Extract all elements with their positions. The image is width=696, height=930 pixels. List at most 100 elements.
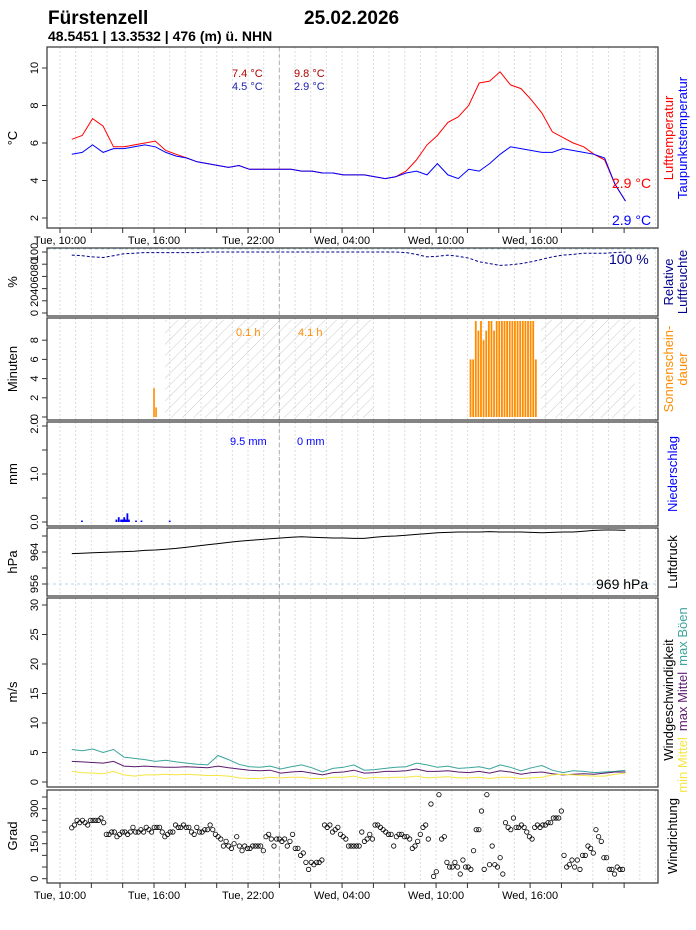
direction-point — [71, 822, 78, 828]
direction-point — [258, 843, 264, 849]
direction-point — [231, 841, 237, 847]
humidity-current-label: 100 % — [609, 251, 649, 267]
x-tick-label: Tue, 22:00 — [222, 890, 274, 902]
sun-curr-note: 4.1 h — [298, 327, 322, 339]
gust-line — [71, 748, 626, 774]
direction-point — [431, 873, 437, 879]
direction-point — [327, 822, 333, 828]
direction-point — [588, 845, 594, 851]
y-tick-label: 2.0 — [29, 418, 41, 433]
direction-point — [489, 843, 495, 849]
precip-bar — [168, 520, 171, 522]
sunshine-bar — [527, 321, 529, 417]
direction-point — [244, 845, 250, 851]
direction-point — [550, 815, 556, 821]
direction-point — [553, 815, 559, 821]
direction-point — [446, 864, 453, 870]
direction-point — [284, 843, 290, 849]
direction-point — [170, 829, 176, 835]
y-tick-label: 2 — [29, 395, 41, 401]
direction-point — [85, 822, 91, 828]
sunshine-bar — [477, 330, 480, 417]
direction-point — [228, 845, 235, 851]
direction-point — [372, 822, 378, 828]
sunshine-bar — [521, 321, 524, 417]
sunshine-bar — [495, 321, 498, 417]
direction-point — [250, 843, 256, 849]
direction-point — [345, 843, 352, 849]
x-tick-label: Wed, 04:00 — [314, 235, 370, 247]
precip-bar — [124, 519, 127, 522]
direction-point — [204, 827, 211, 833]
direction-point — [415, 838, 421, 844]
sunshine-bar — [480, 321, 482, 417]
direction-point — [295, 845, 301, 851]
y-tick-label: 60 — [29, 270, 41, 282]
direction-point — [140, 829, 147, 835]
direction-point — [290, 831, 296, 837]
y-tick-label: 956 — [29, 575, 41, 593]
direction-point — [348, 843, 354, 849]
sunshine-bar — [493, 330, 495, 417]
direction-point — [109, 829, 115, 835]
panel-frame-sun — [46, 317, 659, 421]
y-tick-label: 8 — [29, 337, 41, 343]
sunshine-bar — [506, 321, 509, 417]
panel-frame-dir — [46, 789, 659, 884]
station-title: Fürstenzell — [48, 8, 148, 29]
wind-ylabel: m/s — [5, 681, 20, 702]
sunshine-bar — [516, 321, 519, 417]
direction-point — [90, 817, 96, 823]
direction-point — [417, 831, 423, 837]
direction-point — [127, 829, 133, 835]
y-tick-label: 1.0 — [29, 466, 41, 481]
sun-ylabel: Minuten — [5, 346, 20, 392]
direction-point — [508, 827, 514, 833]
sunshine-bar — [501, 321, 503, 417]
direction-point — [598, 838, 604, 844]
direction-point — [282, 836, 288, 842]
direction-ylabel: Grad — [5, 822, 20, 851]
direction-point — [202, 827, 208, 833]
direction-point — [369, 836, 376, 842]
temp-current-label: 2.9 °C — [612, 175, 651, 191]
sunshine-bar — [508, 321, 511, 417]
temp-ylabel: °C — [5, 131, 20, 146]
direction-point — [151, 824, 157, 830]
direction-point — [175, 824, 181, 830]
direction-point — [412, 843, 418, 849]
direction-point — [364, 836, 370, 842]
direction-point — [497, 855, 503, 861]
legend-dewpoint: Taupunktstemperatur — [675, 76, 690, 199]
direction-point — [274, 836, 280, 842]
y-tick-label: 15 — [29, 687, 41, 699]
panel-frame-wind — [46, 597, 659, 788]
direction-point — [580, 852, 586, 858]
air-temp-line — [71, 71, 626, 202]
direction-point — [335, 824, 341, 830]
direction-point — [388, 831, 394, 837]
direction-point — [577, 866, 583, 872]
precip-bar — [121, 519, 124, 522]
direction-point — [452, 859, 458, 865]
location-subtitle: 48.5451 | 13.3532 | 476 (m) ü. NHN — [48, 28, 272, 44]
direction-point — [596, 834, 602, 840]
direction-point — [391, 843, 397, 849]
direction-point — [305, 866, 312, 872]
direction-point — [433, 869, 439, 875]
precip-bar — [115, 519, 118, 522]
precip-prev-note: 9.5 mm — [230, 436, 267, 448]
direction-point — [313, 859, 320, 865]
direction-point — [401, 834, 407, 840]
y-tick-label: 80 — [29, 258, 41, 270]
direction-point — [319, 857, 325, 863]
direction-point — [529, 836, 535, 842]
dew-prev-note: 4.5 °C — [232, 81, 263, 93]
direction-point — [582, 852, 588, 858]
direction-point — [500, 871, 506, 877]
precip-bar — [135, 520, 137, 522]
precip-bar — [123, 517, 126, 522]
legend-max-gust: max Böen — [675, 607, 690, 666]
direction-point — [111, 829, 117, 835]
direction-point — [207, 822, 213, 828]
